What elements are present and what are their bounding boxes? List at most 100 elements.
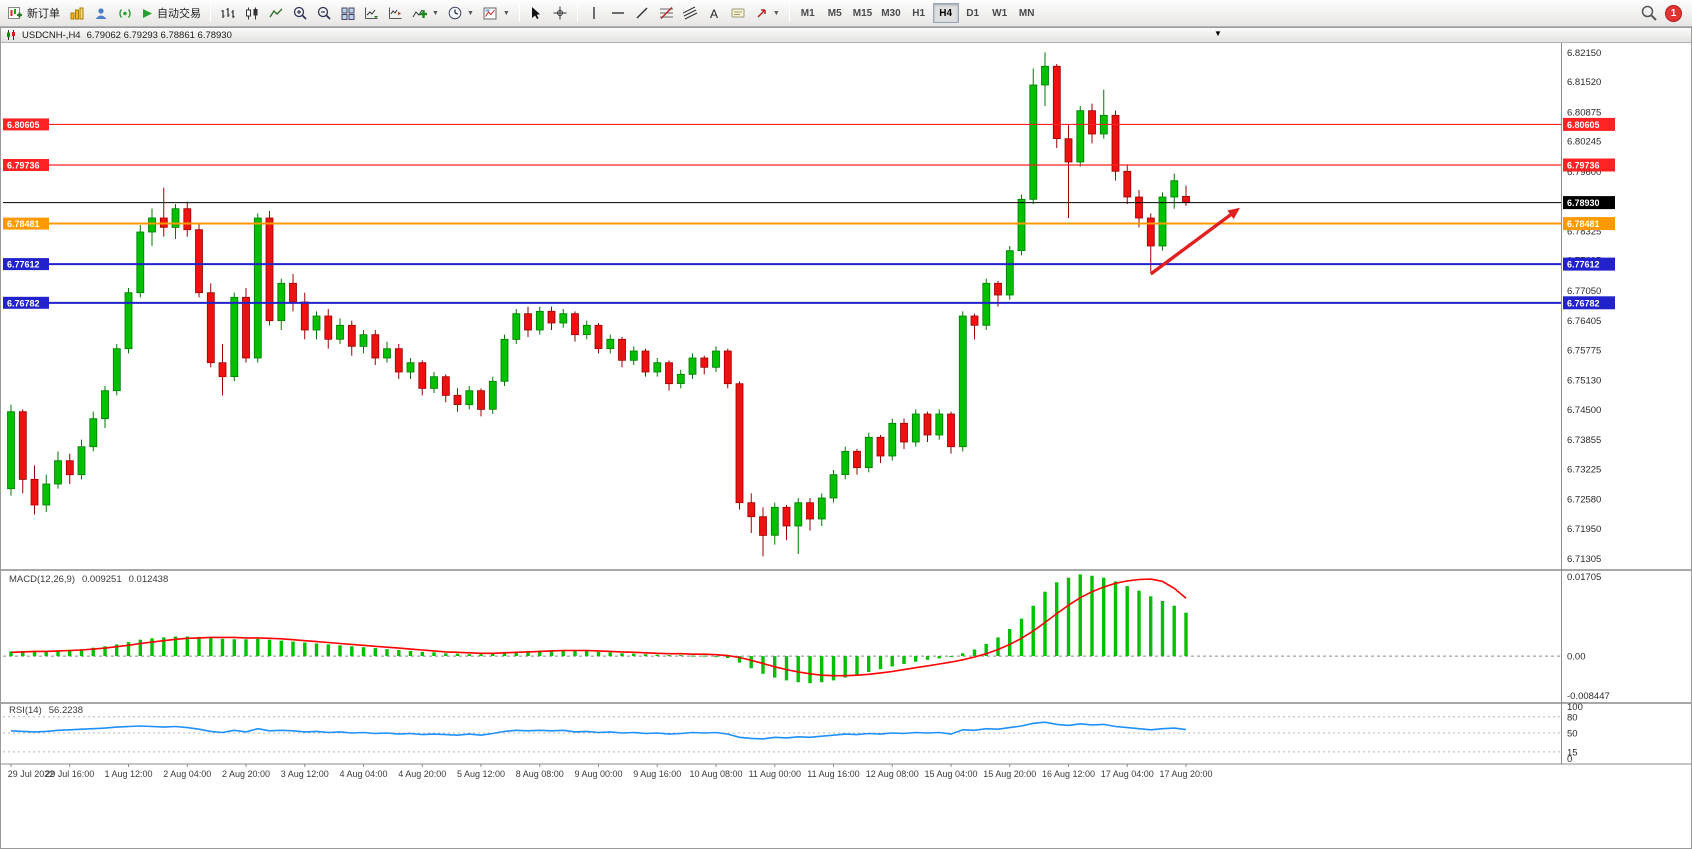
svg-text:-0.008447: -0.008447 <box>1567 691 1610 702</box>
new-order-icon <box>8 6 22 19</box>
svg-text:9 Aug 16:00: 9 Aug 16:00 <box>633 769 681 779</box>
periods-button[interactable]: ▼ <box>444 2 478 24</box>
svg-text:12 Aug 08:00: 12 Aug 08:00 <box>866 769 919 779</box>
autotrading-button[interactable]: 自动交易 <box>138 2 205 24</box>
templates-button[interactable]: ▼ <box>479 2 514 24</box>
svg-text:6.80605: 6.80605 <box>1567 120 1600 130</box>
new-chart-icon <box>70 7 83 19</box>
timeframe-h4-button[interactable]: H4 <box>932 3 959 23</box>
panel-splitter[interactable] <box>1 702 1691 706</box>
svg-text:0.01705: 0.01705 <box>1567 572 1601 583</box>
arrows-dropdown-arrow-icon: ▼ <box>772 9 780 17</box>
timeframe-m30-button[interactable]: M30 <box>881 7 901 19</box>
bar-chart-icon <box>221 7 234 18</box>
svg-text:16 Aug 12:00: 16 Aug 12:00 <box>1042 769 1095 779</box>
timeframe-m5-button[interactable]: M5 <box>827 7 842 19</box>
svg-text:6.74500: 6.74500 <box>1567 405 1601 416</box>
vertical-line-icon <box>593 7 596 19</box>
svg-text:6.79600: 6.79600 <box>1567 167 1601 178</box>
tile-windows-button[interactable] <box>336 2 359 24</box>
svg-text:5 Aug 12:00: 5 Aug 12:00 <box>457 769 505 779</box>
svg-text:6.75130: 6.75130 <box>1567 375 1601 386</box>
fibonacci-icon <box>659 7 673 19</box>
trend-arrow-annotation[interactable] <box>1149 207 1241 276</box>
candles-layer <box>7 52 1190 557</box>
chart-shift-button[interactable] <box>384 2 407 24</box>
search-icon[interactable] <box>1641 5 1657 21</box>
text-button[interactable]: A <box>703 2 726 24</box>
timeframe-d1-button[interactable]: D1 <box>966 7 980 19</box>
zoom-out-button[interactable] <box>312 2 335 24</box>
signals-button[interactable] <box>113 2 137 24</box>
text-label-icon <box>731 8 745 18</box>
horizontal-line-button[interactable] <box>607 2 630 24</box>
svg-text:6.80245: 6.80245 <box>1567 137 1601 148</box>
new-chart-button[interactable] <box>65 2 88 24</box>
svg-text:6.76782: 6.76782 <box>1567 298 1600 308</box>
cursor-button[interactable] <box>525 2 548 24</box>
svg-text:6.72580: 6.72580 <box>1567 494 1601 505</box>
line-chart-icon <box>268 8 282 17</box>
crosshair-button[interactable] <box>549 2 572 24</box>
crosshair-icon <box>553 6 567 20</box>
chart-canvas[interactable]: 6.82150 6.81520 6.80875 6.80245 6.79600 6.789… <box>1 43 1691 833</box>
svg-text:15 Aug 20:00: 15 Aug 20:00 <box>983 769 1036 779</box>
fibonacci-button[interactable] <box>655 2 678 24</box>
svg-text:10 Aug 08:00: 10 Aug 08:00 <box>689 769 742 779</box>
svg-text:6.76405: 6.76405 <box>1567 316 1601 327</box>
trendline-button[interactable] <box>631 2 654 24</box>
dropdown-arrow-icon[interactable]: ▼ <box>1214 29 1222 38</box>
cursor-icon <box>532 7 541 19</box>
timeframe-m1-button[interactable]: M1 <box>800 7 815 19</box>
horizontal-line-icon <box>612 12 625 14</box>
svg-text:6.79736: 6.79736 <box>1567 161 1600 171</box>
svg-text:6.77612: 6.77612 <box>1567 260 1600 270</box>
profiles-button[interactable] <box>89 2 112 24</box>
hlines-layer[interactable]: 6.80605 6.80605 6.79736 6.79736 6.78930 6.784… <box>3 117 1615 310</box>
new-order-button[interactable]: 新订单 <box>4 2 64 24</box>
timeframe-m15-button[interactable]: M15 <box>852 7 873 19</box>
autotrading-play-icon <box>143 8 152 18</box>
timeframe-w1-button[interactable]: W1 <box>992 7 1008 19</box>
text-icon: A <box>710 7 718 20</box>
svg-text:4 Aug 20:00: 4 Aug 20:00 <box>398 769 446 779</box>
auto-scroll-button[interactable] <box>360 2 383 24</box>
panel-splitter[interactable] <box>1 569 1691 573</box>
trendline-icon <box>636 7 648 19</box>
svg-text:6.76782: 6.76782 <box>7 298 40 308</box>
indicators-button[interactable]: ▼ <box>408 2 443 24</box>
channel-button[interactable] <box>679 2 702 24</box>
notification-badge[interactable]: 1 <box>1665 4 1682 22</box>
svg-text:11 Aug 16:00: 11 Aug 16:00 <box>807 769 859 779</box>
svg-text:11 Aug 00:00: 11 Aug 00:00 <box>749 769 801 779</box>
channel-icon <box>682 6 698 20</box>
indicators-dropdown-arrow-icon: ▼ <box>432 9 439 17</box>
timeframe-mn-button[interactable]: MN <box>1018 7 1035 19</box>
candlestick-chart-icon <box>245 7 257 19</box>
macd-panel[interactable]: 0.01705 0.00 -0.008447 <box>3 572 1610 702</box>
bar-chart-button[interactable] <box>216 2 239 24</box>
svg-text:17 Aug 04:00: 17 Aug 04:00 <box>1101 769 1154 779</box>
svg-text:15 Aug 04:00: 15 Aug 04:00 <box>924 769 977 779</box>
svg-text:6.80875: 6.80875 <box>1567 107 1601 118</box>
tile-windows-icon <box>341 7 354 20</box>
zoom-out-icon <box>317 6 331 20</box>
arrows-button[interactable]: ▼ <box>751 2 784 24</box>
candlestick-chart-button[interactable] <box>240 2 263 24</box>
toolbar-separator <box>210 4 211 22</box>
toolbar: 新订单 自动交易 <box>0 0 1692 27</box>
text-label-button[interactable] <box>727 2 750 24</box>
chart-titlebar[interactable]: USDCNH-,H4 6.79062 6.79293 6.78861 6.789… <box>1 28 1691 43</box>
svg-text:6.78481: 6.78481 <box>1567 219 1600 229</box>
zoom-in-button[interactable] <box>288 2 311 24</box>
templates-dropdown-arrow-icon: ▼ <box>502 9 510 17</box>
svg-text:29 Jul 16:00: 29 Jul 16:00 <box>45 769 94 779</box>
svg-text:0.00: 0.00 <box>1567 652 1586 663</box>
line-chart-button[interactable] <box>264 2 287 24</box>
svg-text:29 Jul 2022: 29 Jul 2022 <box>8 769 55 779</box>
timeframe-h1-button[interactable]: H1 <box>912 7 926 19</box>
vertical-line-button[interactable] <box>583 2 606 24</box>
svg-text:6.78930: 6.78930 <box>1567 198 1600 208</box>
